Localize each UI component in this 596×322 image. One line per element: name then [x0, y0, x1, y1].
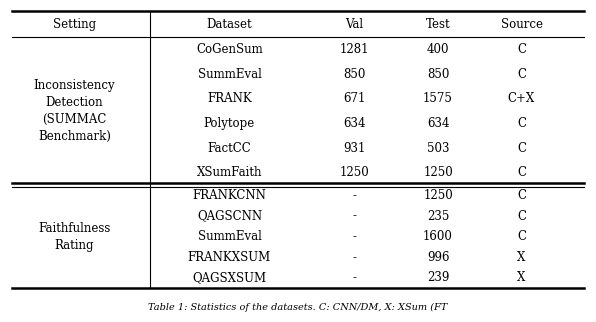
Text: -: - — [353, 210, 356, 223]
Text: -: - — [353, 271, 356, 284]
Text: FRANKCNN: FRANKCNN — [193, 189, 266, 202]
Text: 850: 850 — [343, 68, 366, 80]
Text: Source: Source — [501, 18, 542, 31]
Text: 671: 671 — [343, 92, 366, 105]
Text: FRANKXSUM: FRANKXSUM — [188, 251, 271, 264]
Text: Setting: Setting — [53, 18, 96, 31]
Text: C: C — [517, 68, 526, 80]
Text: C+X: C+X — [508, 92, 535, 105]
Text: 1250: 1250 — [340, 166, 370, 179]
Text: X: X — [517, 271, 526, 284]
Text: Test: Test — [426, 18, 451, 31]
Text: 996: 996 — [427, 251, 449, 264]
Text: 503: 503 — [427, 142, 449, 155]
Text: 850: 850 — [427, 68, 449, 80]
Text: -: - — [353, 251, 356, 264]
Text: Table 1: Statistics of the datasets. C: CNN/DM, X: XSum (FT: Table 1: Statistics of the datasets. C: … — [148, 303, 448, 312]
Text: 1281: 1281 — [340, 43, 370, 56]
Text: C: C — [517, 189, 526, 202]
Text: X: X — [517, 251, 526, 264]
Text: C: C — [517, 230, 526, 243]
Text: C: C — [517, 117, 526, 130]
Text: 931: 931 — [343, 142, 366, 155]
Text: -: - — [353, 230, 356, 243]
Text: SummEval: SummEval — [197, 68, 262, 80]
Text: QAGSCNN: QAGSCNN — [197, 210, 262, 223]
Text: 235: 235 — [427, 210, 449, 223]
Text: FRANK: FRANK — [207, 92, 252, 105]
Text: C: C — [517, 210, 526, 223]
Text: -: - — [353, 189, 356, 202]
Text: CoGenSum: CoGenSum — [196, 43, 263, 56]
Text: Faithfulness
Rating: Faithfulness Rating — [38, 222, 111, 252]
Text: SummEval: SummEval — [197, 230, 262, 243]
Text: 634: 634 — [343, 117, 366, 130]
Text: 1250: 1250 — [423, 189, 453, 202]
Text: QAGSXSUM: QAGSXSUM — [193, 271, 266, 284]
Text: 634: 634 — [427, 117, 449, 130]
Text: 1575: 1575 — [423, 92, 453, 105]
Text: Polytope: Polytope — [204, 117, 255, 130]
Text: FactCC: FactCC — [207, 142, 252, 155]
Text: Val: Val — [346, 18, 364, 31]
Text: XSumFaith: XSumFaith — [197, 166, 262, 179]
Text: C: C — [517, 43, 526, 56]
Text: 1600: 1600 — [423, 230, 453, 243]
Text: C: C — [517, 166, 526, 179]
Text: 400: 400 — [427, 43, 449, 56]
Text: 1250: 1250 — [423, 166, 453, 179]
Text: 239: 239 — [427, 271, 449, 284]
Text: Inconsistency
Detection
(SUMMAC
Benchmark): Inconsistency Detection (SUMMAC Benchmar… — [34, 79, 115, 143]
Text: Dataset: Dataset — [207, 18, 252, 31]
Text: C: C — [517, 142, 526, 155]
